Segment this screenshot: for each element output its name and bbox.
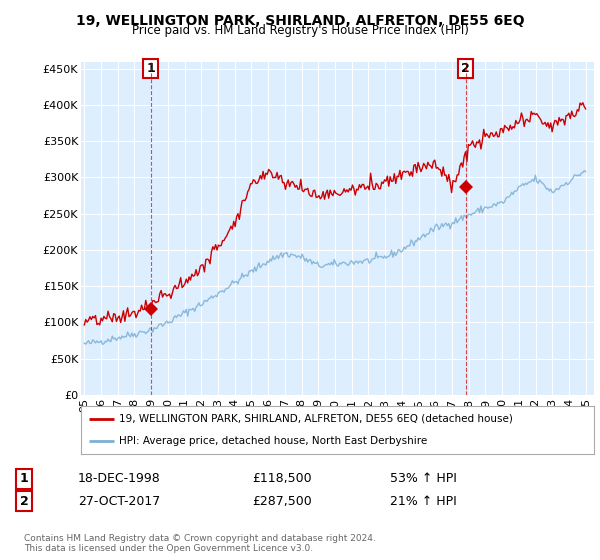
Text: 2: 2 [461,62,470,76]
Text: Price paid vs. HM Land Registry's House Price Index (HPI): Price paid vs. HM Land Registry's House … [131,24,469,37]
Text: 27-OCT-2017: 27-OCT-2017 [78,494,160,508]
Text: 53% ↑ HPI: 53% ↑ HPI [390,472,457,486]
Text: 19, WELLINGTON PARK, SHIRLAND, ALFRETON, DE55 6EQ: 19, WELLINGTON PARK, SHIRLAND, ALFRETON,… [76,14,524,28]
Text: 2: 2 [20,494,28,508]
Text: Contains HM Land Registry data © Crown copyright and database right 2024.
This d: Contains HM Land Registry data © Crown c… [24,534,376,553]
Text: £287,500: £287,500 [252,494,312,508]
Text: HPI: Average price, detached house, North East Derbyshire: HPI: Average price, detached house, Nort… [119,436,428,446]
Text: 19, WELLINGTON PARK, SHIRLAND, ALFRETON, DE55 6EQ (detached house): 19, WELLINGTON PARK, SHIRLAND, ALFRETON,… [119,414,514,424]
Text: 1: 1 [146,62,155,76]
Text: 18-DEC-1998: 18-DEC-1998 [78,472,161,486]
Text: 21% ↑ HPI: 21% ↑ HPI [390,494,457,508]
Text: 1: 1 [20,472,28,486]
Text: £118,500: £118,500 [252,472,311,486]
